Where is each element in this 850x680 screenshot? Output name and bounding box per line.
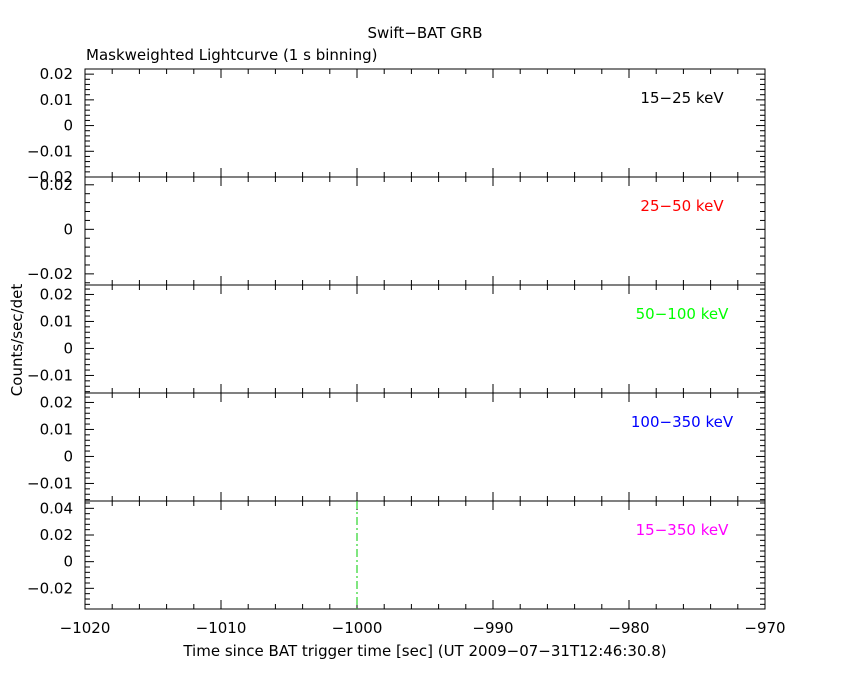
y-tick-label: 0.01 xyxy=(40,91,73,109)
band-label: 50−100 keV xyxy=(636,305,729,323)
y-tick-label: −0.02 xyxy=(27,265,73,283)
y-tick-label: 0.02 xyxy=(40,393,73,411)
chart-title: Swift−BAT GRB xyxy=(367,24,482,42)
x-tick-label: −1010 xyxy=(196,619,247,637)
panel-frame xyxy=(84,284,766,394)
x-tick-label: −1000 xyxy=(332,619,383,637)
y-tick-label: −0.01 xyxy=(27,142,73,160)
band-label: 15−350 keV xyxy=(636,521,729,539)
y-tick-label: 0.02 xyxy=(40,176,73,194)
panel-1: −0.02 −0.01 0 0.01 0.02 15−25 keV xyxy=(27,65,766,186)
chart-subtitle: Maskweighted Lightcurve (1 s binning) xyxy=(86,46,377,64)
y-tick-label: 0.01 xyxy=(40,312,73,330)
band-label: 100−350 keV xyxy=(631,413,734,431)
x-tick-label: −980 xyxy=(608,619,649,637)
band-label: 15−25 keV xyxy=(640,89,724,107)
y-tick-label: 0.04 xyxy=(40,499,73,517)
y-tick-label: 0.02 xyxy=(40,65,73,83)
x-tick-label: −1020 xyxy=(60,619,111,637)
y-tick-label: 0.01 xyxy=(40,420,73,438)
panel-frame xyxy=(84,500,766,610)
panel-4: −0.01 0 0.01 0.02 100−350 keV xyxy=(27,392,766,502)
y-tick-label: 0.02 xyxy=(40,285,73,303)
panels-layer: −0.02 −0.01 0 0.01 0.02 15−25 keV −0.02 0 0.02 25… xyxy=(27,65,786,637)
y-tick-label: −0.01 xyxy=(27,474,73,492)
y-tick-label: 0.02 xyxy=(40,526,73,544)
x-tick-label: −990 xyxy=(472,619,513,637)
panel-2: −0.02 0 0.02 25−50 keV xyxy=(27,176,766,286)
y-tick-label: 0 xyxy=(63,553,73,571)
panel-frame xyxy=(84,68,766,178)
x-tick-label: −970 xyxy=(744,619,785,637)
y-tick-label: 0 xyxy=(63,220,73,238)
y-tick-label: 0 xyxy=(63,117,73,135)
panel-frame xyxy=(84,392,766,502)
y-tick-label: −0.01 xyxy=(27,366,73,384)
y-tick-label: 0 xyxy=(63,339,73,357)
y-axis-label: Counts/sec/det xyxy=(8,284,26,397)
y-tick-label: 0 xyxy=(63,447,73,465)
panel-3: −0.01 0 0.01 0.02 50−100 keV xyxy=(27,284,766,394)
panel-frame xyxy=(84,176,766,286)
band-label: 25−50 keV xyxy=(640,197,724,215)
y-tick-label: −0.02 xyxy=(27,579,73,597)
panel-5: −0.02 0 0.02 0.04 15−350 keV xyxy=(27,499,766,610)
y-tick-label: −0.02 xyxy=(27,168,73,186)
x-axis-label: Time since BAT trigger time [sec] (UT 20… xyxy=(182,642,666,660)
